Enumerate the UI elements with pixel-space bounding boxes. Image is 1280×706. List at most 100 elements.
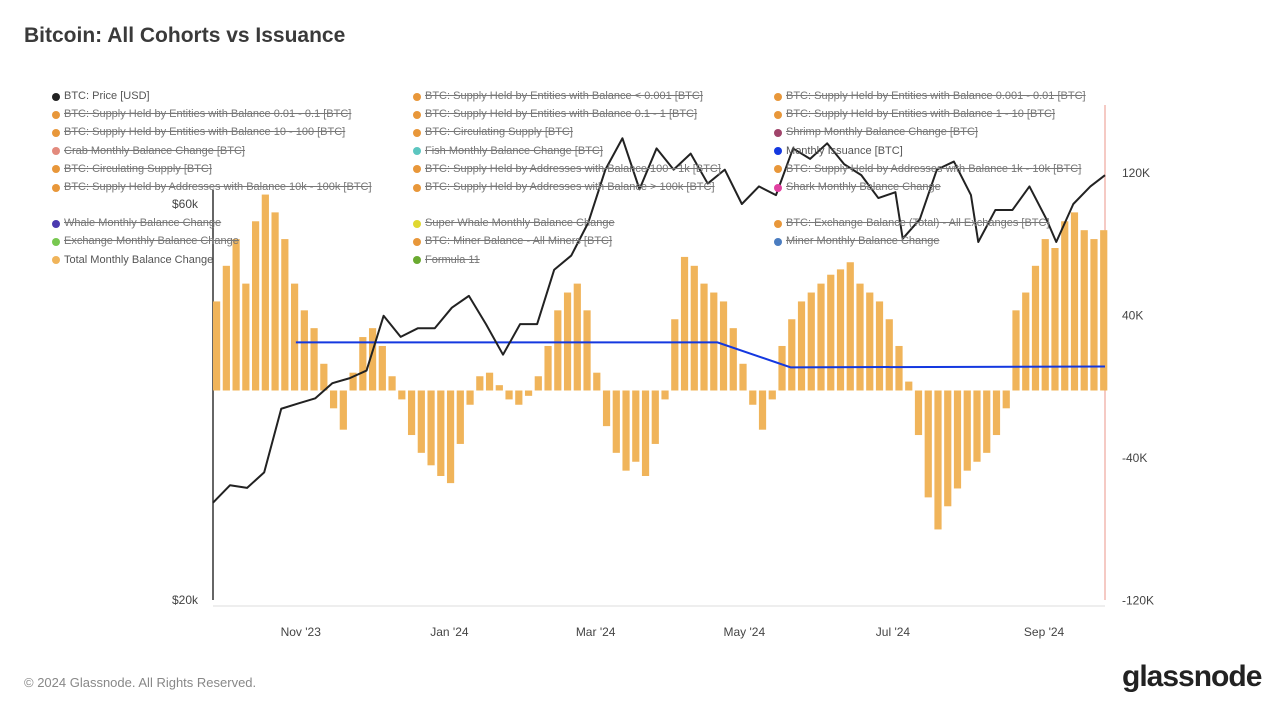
- legend-item[interactable]: Formula 11: [413, 254, 480, 267]
- balance-change-bar: [349, 372, 357, 391]
- legend-item[interactable]: Shrimp Monthly Balance Change [BTC]: [774, 126, 978, 139]
- legend-item[interactable]: BTC: Supply Held by Entities with Balanc…: [413, 108, 697, 121]
- balance-change-bar: [573, 283, 581, 391]
- balance-change-bar: [378, 345, 386, 391]
- copyright-footer: © 2024 Glassnode. All Rights Reserved.: [24, 675, 257, 690]
- balance-change-bar: [583, 310, 591, 391]
- legend-item[interactable]: Crab Monthly Balance Change [BTC]: [52, 145, 245, 158]
- balance-change-bar: [749, 390, 757, 405]
- legend-marker-icon: [413, 183, 421, 192]
- legend-item[interactable]: Whale Monthly Balance Change: [52, 217, 221, 230]
- balance-change-bar: [671, 319, 679, 391]
- legend-item[interactable]: BTC: Supply Held by Entities with Balanc…: [413, 90, 703, 103]
- balance-change-bar: [1070, 212, 1079, 391]
- balance-change-bar: [339, 390, 347, 430]
- legend-item[interactable]: BTC: Supply Held by Entities with Balanc…: [774, 90, 1086, 103]
- balance-change-bar: [846, 262, 854, 391]
- legend-label: BTC: Exchange Balance (Total) - All Exch…: [786, 217, 1050, 230]
- balance-change-bar: [359, 337, 367, 391]
- right-y-tick-label: -120K: [1122, 593, 1154, 607]
- legend-label: BTC: Supply Held by Addresses with Balan…: [64, 181, 372, 193]
- balance-change-bar: [505, 390, 513, 400]
- legend-item[interactable]: Miner Monthly Balance Change: [774, 235, 939, 248]
- legend-label: Whale Monthly Balance Change: [64, 217, 222, 230]
- legend-item[interactable]: Super Whale Monthly Balance Change: [413, 217, 615, 230]
- legend-marker-icon: [413, 237, 421, 246]
- legend-item[interactable]: Shark Monthly Balance Change: [774, 181, 941, 194]
- balance-change-bar: [856, 283, 864, 391]
- balance-change-bar: [885, 319, 893, 391]
- chart-title: Bitcoin: All Cohorts vs Issuance: [24, 24, 346, 47]
- legend-marker-icon: [774, 128, 782, 137]
- legend-item[interactable]: BTC: Circulating Supply [BTC]: [413, 126, 573, 139]
- balance-change-bar: [485, 372, 494, 391]
- legend-item[interactable]: BTC: Supply Held by Entities with Balanc…: [774, 108, 1055, 121]
- legend-item[interactable]: BTC: Circulating Supply [BTC]: [52, 163, 212, 176]
- x-tick-label: Mar '24: [576, 625, 616, 639]
- legend-label: BTC: Circulating Supply [BTC]: [425, 126, 573, 139]
- left-y-tick-label: $20k: [172, 593, 199, 607]
- balance-change-bar: [934, 390, 942, 530]
- balance-change-bar: [914, 390, 923, 436]
- balance-change-bar: [983, 390, 991, 453]
- balance-change-bar: [310, 328, 318, 391]
- legend-item[interactable]: BTC: Supply Held by Entities with Balanc…: [52, 126, 345, 139]
- issuance-line: [295, 341, 1106, 369]
- legend-label: BTC: Supply Held by Entities with Balanc…: [64, 126, 346, 139]
- balance-change-bar: [905, 381, 913, 391]
- balance-change-bar: [1041, 239, 1049, 391]
- balance-change-bar: [534, 376, 542, 391]
- legend-marker-icon: [774, 147, 782, 156]
- legend-marker-icon: [774, 165, 782, 174]
- balance-change-bar: [329, 390, 338, 409]
- legend-item[interactable]: BTC: Supply Held by Addresses with Balan…: [413, 181, 715, 194]
- legend-marker-icon: [413, 219, 421, 228]
- balance-change-bar: [466, 390, 474, 405]
- legend-marker-icon: [774, 237, 782, 246]
- legend-item[interactable]: BTC: Supply Held by Addresses with Balan…: [52, 181, 372, 194]
- balance-change-bar: [651, 390, 659, 444]
- balance-change-bar: [739, 363, 747, 391]
- left-y-tick-label: $60k: [172, 197, 199, 211]
- balance-change-bar: [368, 328, 377, 391]
- legend-marker-icon: [774, 110, 782, 119]
- balance-change-bar: [476, 376, 484, 391]
- legend-item[interactable]: Exchange Monthly Balance Change: [52, 235, 239, 248]
- legend-label: Super Whale Monthly Balance Change: [425, 217, 615, 230]
- legend-label: Miner Monthly Balance Change: [786, 235, 940, 248]
- legend-label: BTC: Supply Held by Entities with Balanc…: [425, 90, 703, 102]
- legend-item[interactable]: BTC: Supply Held by Entities with Balanc…: [52, 108, 351, 121]
- legend-label: BTC: Price [USD]: [64, 90, 150, 102]
- legend-label: BTC: Supply Held by Addresses with Balan…: [425, 181, 715, 193]
- balance-change-bar: [690, 265, 698, 391]
- legend-item[interactable]: BTC: Exchange Balance (Total) - All Exch…: [774, 217, 1050, 230]
- balance-change-bar: [1051, 248, 1059, 391]
- legend-item[interactable]: Monthly Issuance [BTC]: [774, 145, 903, 158]
- balance-change-bar: [827, 274, 835, 391]
- balance-change-bar: [515, 390, 523, 405]
- balance-change-bar: [632, 390, 640, 462]
- legend-item[interactable]: Total Monthly Balance Change: [52, 254, 213, 267]
- legend-marker-icon: [52, 183, 60, 192]
- legend-label: BTC: Supply Held by Addresses with Balan…: [786, 162, 1082, 175]
- legend-label: BTC: Supply Held by Entities with Balanc…: [425, 108, 698, 121]
- legend-item[interactable]: Fish Monthly Balance Change [BTC]: [413, 145, 603, 158]
- balance-change-bar: [554, 310, 562, 391]
- balance-change-bar: [251, 221, 260, 391]
- balance-change-bar: [495, 385, 503, 391]
- legend-label: Crab Monthly Balance Change [BTC]: [64, 144, 245, 157]
- legend-item[interactable]: BTC: Price [USD]: [52, 90, 150, 103]
- legend-item[interactable]: BTC: Miner Balance - All Miners [BTC]: [413, 235, 612, 248]
- balance-change-bar: [544, 345, 552, 391]
- legend-item[interactable]: BTC: Supply Held by Addresses with Balan…: [774, 163, 1081, 176]
- legend-label: Formula 11: [425, 253, 480, 266]
- legend-marker-icon: [774, 183, 782, 192]
- balance-change-bar: [417, 390, 425, 453]
- balance-change-bar: [661, 390, 669, 400]
- legend-label: Exchange Monthly Balance Change: [64, 235, 239, 248]
- balance-change-bar: [992, 390, 1001, 436]
- legend-label: BTC: Circulating Supply [BTC]: [64, 162, 212, 175]
- legend-item[interactable]: BTC: Supply Held by Addresses with Balan…: [413, 163, 721, 176]
- legend-marker-icon: [52, 165, 60, 174]
- balance-change-bar: [437, 390, 445, 476]
